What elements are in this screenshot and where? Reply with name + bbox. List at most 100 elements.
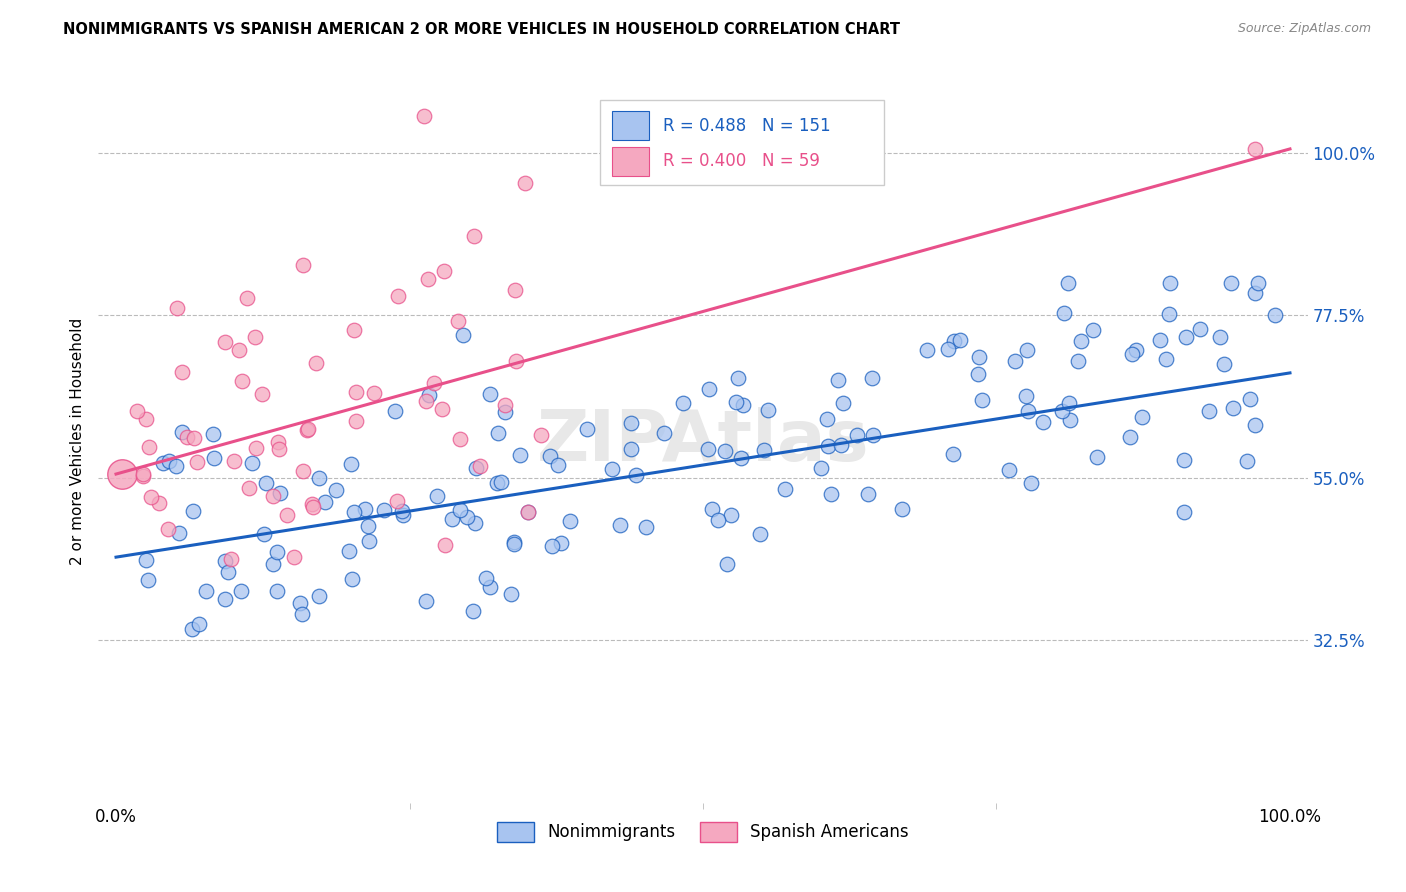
Nonimmigrants — [1059, 413, 1081, 427]
Spanish Americans — [219, 551, 242, 566]
Nonimmigrants — [697, 382, 720, 396]
Nonimmigrants — [1149, 333, 1171, 347]
Nonimmigrants — [727, 371, 749, 385]
Nonimmigrants — [516, 505, 538, 519]
Nonimmigrants — [832, 396, 855, 410]
Text: R = 0.400   N = 59: R = 0.400 N = 59 — [664, 153, 820, 170]
Nonimmigrants — [474, 571, 496, 585]
Nonimmigrants — [464, 460, 486, 475]
Nonimmigrants — [915, 343, 938, 358]
Spanish Americans — [262, 489, 284, 503]
Nonimmigrants — [1239, 392, 1261, 406]
Nonimmigrants — [489, 475, 512, 490]
Spanish Americans — [291, 259, 314, 273]
Nonimmigrants — [810, 461, 832, 475]
Nonimmigrants — [609, 518, 631, 533]
Spanish Americans — [295, 423, 318, 437]
Nonimmigrants — [1081, 322, 1104, 336]
Spanish Americans — [343, 323, 366, 337]
Nonimmigrants — [288, 596, 311, 610]
Nonimmigrants — [541, 539, 564, 553]
Text: Source: ZipAtlas.com: Source: ZipAtlas.com — [1237, 22, 1371, 36]
Nonimmigrants — [1159, 276, 1181, 290]
Nonimmigrants — [1209, 329, 1232, 343]
Nonimmigrants — [1264, 308, 1286, 322]
Nonimmigrants — [815, 412, 838, 426]
Nonimmigrants — [936, 342, 959, 356]
Nonimmigrants — [391, 504, 413, 518]
Nonimmigrants — [343, 505, 366, 519]
Spanish Americans — [166, 301, 188, 315]
Spanish Americans — [176, 430, 198, 444]
Spanish Americans — [135, 412, 157, 426]
Nonimmigrants — [214, 554, 236, 568]
Spanish Americans — [228, 343, 250, 358]
Nonimmigrants — [486, 425, 509, 440]
Nonimmigrants — [165, 458, 187, 473]
Spanish Americans — [505, 354, 527, 368]
Spanish Americans — [503, 284, 526, 298]
Spanish Americans — [231, 374, 253, 388]
Nonimmigrants — [1125, 343, 1147, 357]
Spanish Americans — [305, 356, 328, 370]
Nonimmigrants — [949, 333, 972, 347]
Nonimmigrants — [1015, 388, 1038, 402]
Nonimmigrants — [716, 557, 738, 571]
Spanish Americans — [430, 402, 453, 417]
Nonimmigrants — [340, 572, 363, 586]
Nonimmigrants — [384, 404, 406, 418]
Nonimmigrants — [1189, 322, 1212, 336]
Nonimmigrants — [860, 371, 883, 385]
FancyBboxPatch shape — [613, 112, 648, 140]
Spanish Americans — [513, 176, 536, 190]
Nonimmigrants — [1070, 334, 1092, 349]
Nonimmigrants — [749, 527, 772, 541]
Nonimmigrants — [858, 487, 880, 501]
Nonimmigrants — [1085, 450, 1108, 465]
Spanish Americans — [418, 271, 440, 285]
Spanish Americans — [148, 496, 170, 510]
Nonimmigrants — [231, 583, 253, 598]
Nonimmigrants — [1244, 417, 1267, 432]
Spanish Americans — [449, 432, 471, 446]
Nonimmigrants — [1057, 395, 1080, 409]
Nonimmigrants — [943, 334, 966, 348]
Nonimmigrants — [730, 450, 752, 465]
Nonimmigrants — [1121, 347, 1143, 361]
Nonimmigrants — [620, 442, 643, 457]
Nonimmigrants — [1236, 454, 1258, 468]
Nonimmigrants — [1173, 453, 1195, 467]
Nonimmigrants — [967, 350, 990, 364]
Spanish Americans — [344, 385, 367, 400]
Nonimmigrants — [827, 373, 849, 387]
Nonimmigrants — [1130, 409, 1153, 424]
Point — [111, 467, 134, 481]
Nonimmigrants — [357, 519, 380, 533]
Nonimmigrants — [201, 426, 224, 441]
Spanish Americans — [186, 454, 208, 468]
Nonimmigrants — [752, 442, 775, 457]
Nonimmigrants — [1015, 343, 1038, 357]
Nonimmigrants — [262, 557, 284, 571]
Nonimmigrants — [502, 535, 524, 549]
Nonimmigrants — [136, 573, 159, 587]
Spanish Americans — [1243, 142, 1265, 156]
Nonimmigrants — [1032, 415, 1054, 429]
Nonimmigrants — [758, 402, 780, 417]
Nonimmigrants — [502, 537, 524, 551]
Nonimmigrants — [817, 439, 839, 453]
Text: R = 0.488   N = 151: R = 0.488 N = 151 — [664, 117, 831, 135]
Nonimmigrants — [217, 566, 239, 580]
Nonimmigrants — [707, 513, 730, 527]
Nonimmigrants — [269, 486, 291, 500]
Nonimmigrants — [830, 437, 852, 451]
Nonimmigrants — [1057, 276, 1080, 290]
Spanish Americans — [385, 494, 408, 508]
Nonimmigrants — [1244, 285, 1267, 300]
Nonimmigrants — [440, 512, 463, 526]
Nonimmigrants — [970, 393, 993, 408]
Nonimmigrants — [1246, 276, 1268, 290]
Nonimmigrants — [696, 442, 718, 456]
Nonimmigrants — [1213, 357, 1236, 371]
Spanish Americans — [470, 459, 492, 474]
